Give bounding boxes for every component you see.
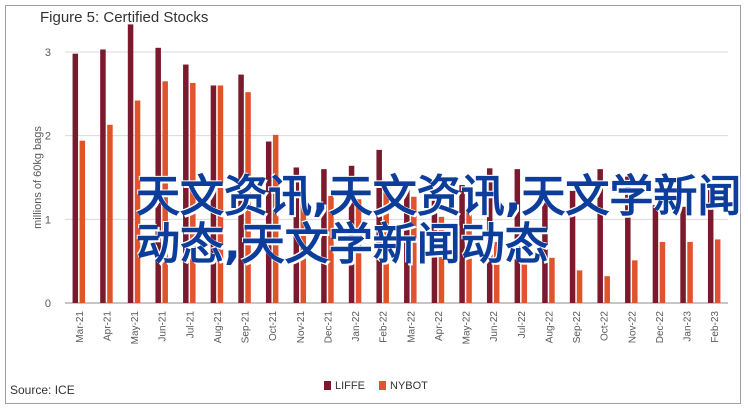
bar-liffe	[569, 190, 576, 303]
bar-nybot	[300, 193, 307, 303]
legend-swatch-nybot	[379, 381, 386, 390]
bar-liffe	[155, 47, 161, 303]
bar-nybot	[632, 260, 638, 303]
bar-liffe	[127, 24, 134, 303]
bar-liffe	[348, 165, 355, 303]
bar-liffe	[210, 85, 217, 303]
x-tick-label: Jul-22	[517, 311, 528, 339]
x-tick-label: May-21	[130, 311, 141, 345]
x-tick-label: May-22	[462, 311, 473, 345]
bar-liffe	[404, 189, 410, 303]
x-tick-labels: Mar-21 Apr-21 May-21 Jun-21 Jul-21 Aug-21 Sep-…	[75, 311, 721, 345]
bar-liffe	[321, 169, 327, 303]
bar-nybot	[493, 241, 500, 303]
x-tick-label: Oct-22	[600, 311, 611, 341]
bar-liffe	[542, 195, 548, 303]
bar-nybot	[328, 195, 334, 303]
bar-liffe	[652, 205, 659, 303]
bar-liffe	[431, 200, 438, 303]
bar-nybot	[355, 199, 362, 303]
bar-nybot	[217, 85, 224, 303]
bar-nybot	[576, 270, 583, 303]
bar-nybot	[466, 206, 472, 303]
bar-liffe	[459, 185, 465, 303]
x-tick-label: Dec-22	[655, 311, 666, 344]
x-tick-label: Nov-22	[627, 311, 638, 344]
y-tick-label: 2	[45, 131, 51, 143]
bar-liffe	[514, 169, 521, 303]
bar-nybot	[687, 241, 693, 303]
bar-nybot	[411, 196, 417, 303]
chart-title: Figure 5: Certified Stocks	[40, 9, 209, 26]
bar-nybot	[162, 81, 168, 304]
bars	[72, 24, 721, 304]
legend-label: NYBOT	[390, 380, 428, 392]
bar-nybot	[659, 241, 666, 303]
x-tick-label: Jan-22	[351, 311, 362, 342]
bar-liffe	[183, 64, 189, 303]
bar-nybot	[521, 258, 528, 303]
x-tick-label: Jan-23	[683, 311, 694, 342]
x-tick-label: Oct-21	[268, 311, 279, 341]
bar-liffe	[238, 74, 244, 303]
y-tick-label: 0	[45, 298, 51, 310]
bar-nybot	[383, 192, 389, 303]
y-tick-label: 3	[45, 47, 51, 59]
x-tick-label: Sep-22	[572, 311, 583, 344]
x-tick-label: Aug-21	[213, 311, 224, 344]
legend-swatch-liffe	[324, 381, 331, 390]
y-tick-label: 1	[45, 214, 51, 226]
gridlines	[65, 51, 728, 304]
bar-liffe	[597, 169, 603, 303]
legend-label: LIFFE	[335, 380, 365, 392]
x-tick-label: Apr-22	[434, 311, 445, 341]
x-tick-label: Dec-21	[323, 311, 334, 344]
bar-nybot	[272, 134, 279, 303]
x-tick-label: Mar-21	[75, 311, 86, 343]
bar-liffe	[72, 53, 79, 303]
source-note: Source: ICE	[10, 383, 75, 397]
bar-nybot	[604, 276, 610, 303]
legend: LIFFE NYBOT	[324, 380, 428, 392]
y-axis-label: millions of 60kg bags	[32, 126, 44, 229]
bar-nybot	[549, 257, 555, 303]
bar-liffe	[707, 190, 714, 303]
chart-frame	[5, 5, 741, 404]
x-tick-label: Jun-22	[489, 311, 500, 342]
x-tick-label: Feb-23	[710, 311, 721, 343]
x-tick-label: Nov-21	[296, 311, 307, 344]
bar-nybot	[79, 140, 86, 303]
bar-nybot	[107, 124, 113, 303]
bar-liffe	[376, 149, 382, 303]
bar-liffe	[680, 206, 686, 303]
bar-liffe	[293, 167, 300, 303]
bar-nybot	[714, 239, 721, 303]
x-tick-label: Apr-21	[102, 311, 113, 341]
bar-nybot	[134, 100, 141, 303]
bar-liffe	[265, 141, 272, 303]
bar-nybot	[190, 82, 196, 303]
x-tick-label: Jul-21	[185, 311, 196, 339]
x-tick-label: Mar-22	[406, 311, 417, 343]
bar-nybot	[438, 216, 445, 303]
overlay-text-line-1: 天文资讯,天文资讯,天文学新闻	[136, 171, 742, 222]
x-tick-label: Aug-22	[544, 311, 555, 344]
bar-nybot	[245, 92, 251, 303]
x-tick-label: Jun-21	[158, 311, 169, 342]
bar-liffe	[100, 49, 106, 303]
bar-liffe	[625, 176, 631, 303]
y-tick-labels: 0 1 2 3	[45, 47, 51, 310]
overlay-text-line-2: 动态,天文学新闻动态	[136, 219, 549, 270]
x-tick-label: Feb-22	[379, 311, 390, 343]
bar-liffe	[486, 168, 493, 303]
x-tick-label: Sep-21	[241, 311, 252, 344]
